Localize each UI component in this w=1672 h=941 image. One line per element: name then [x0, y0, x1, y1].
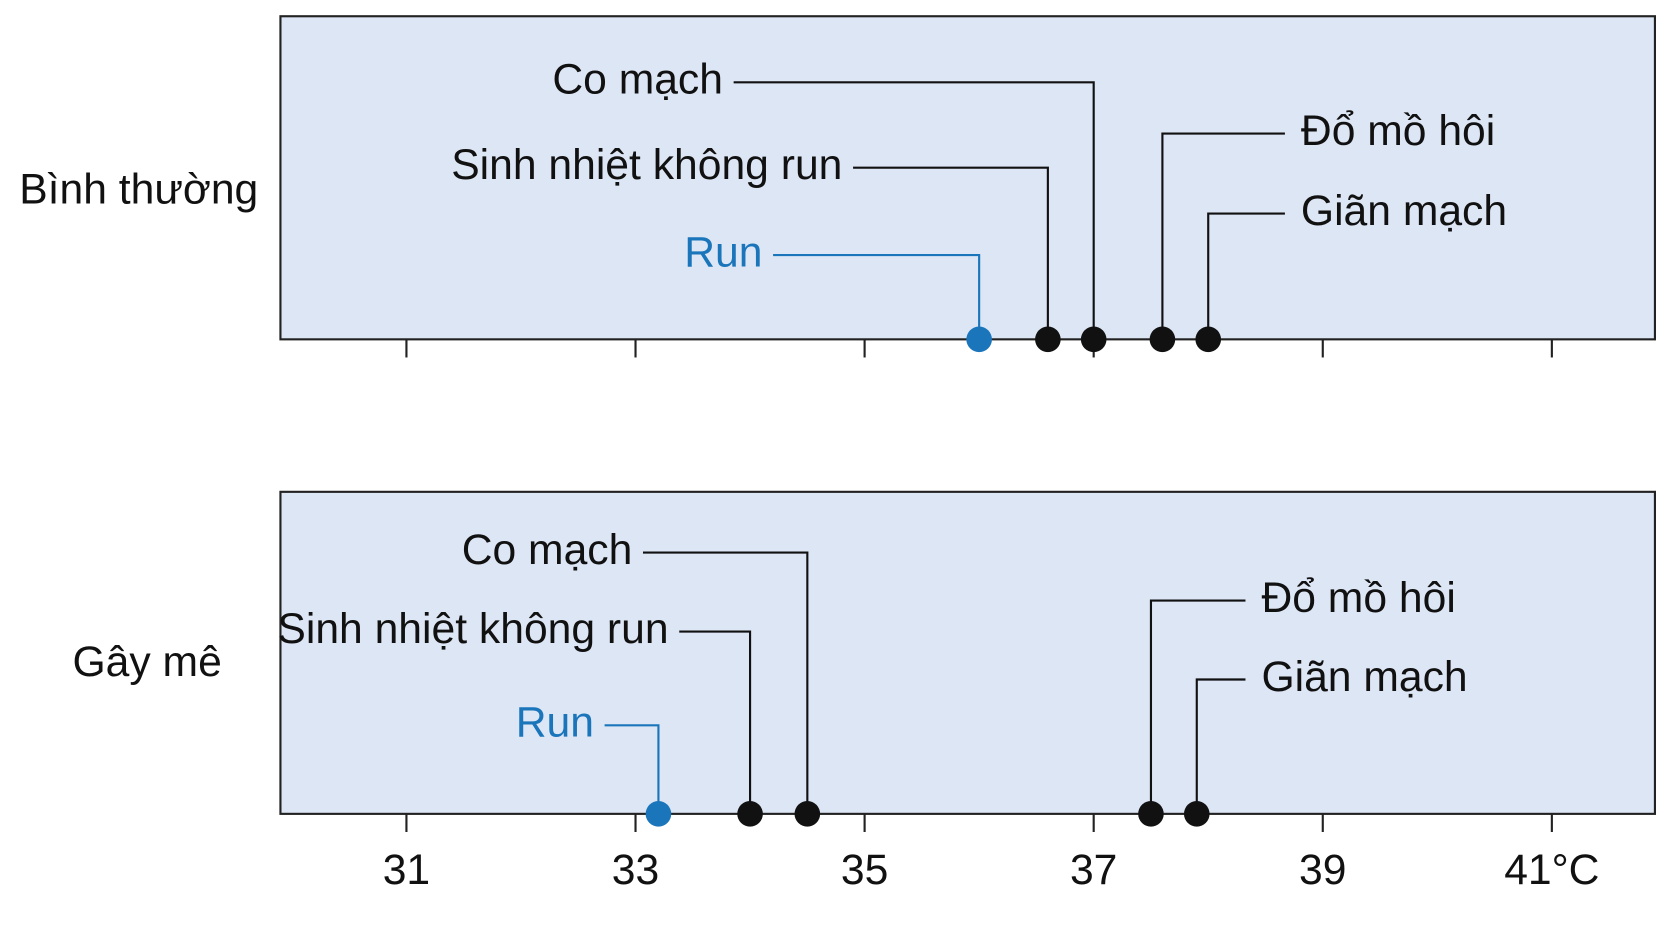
leader-line — [1195, 678, 1246, 814]
leader-line — [1207, 212, 1285, 340]
point-label: Run — [516, 699, 594, 747]
x-tick-label: 31 — [383, 846, 430, 894]
row-label: Bình thường — [19, 165, 258, 213]
point-label: Co mạch — [462, 526, 633, 574]
dot — [1138, 801, 1164, 827]
leader-line — [853, 166, 1049, 340]
leader-line — [642, 551, 809, 814]
point-label: Giãn mạch — [1301, 187, 1507, 235]
point-label: Run — [684, 228, 762, 276]
panel — [279, 15, 1657, 341]
point-label: Co mạch — [552, 56, 723, 104]
panel — [279, 490, 1657, 815]
dot — [966, 326, 992, 353]
leader-line — [733, 81, 1095, 340]
x-tick-label: 41°C — [1504, 846, 1599, 894]
dot — [1149, 326, 1176, 353]
dot — [737, 801, 763, 827]
point-label: Đổ mồ hôi — [1301, 107, 1495, 155]
dot — [1183, 801, 1210, 827]
x-tick-label: 35 — [841, 846, 888, 894]
point-label: Sinh nhiệt không run — [277, 605, 668, 653]
x-tick-label: 39 — [1299, 846, 1346, 894]
x-tick-label: 33 — [612, 846, 659, 894]
point-label: Đổ mồ hôi — [1261, 574, 1455, 622]
row-label: Gây mê — [73, 638, 222, 686]
dot — [1195, 326, 1222, 353]
leader-line — [604, 724, 660, 814]
point-label: Sinh nhiệt không run — [451, 141, 842, 189]
leader-line — [1149, 599, 1246, 814]
dot — [645, 801, 672, 827]
x-tick-label: 37 — [1070, 846, 1117, 894]
dot — [794, 801, 821, 827]
leader-line — [1161, 132, 1285, 340]
dot — [1035, 326, 1061, 353]
leader-line — [679, 630, 752, 814]
dot — [1080, 326, 1107, 353]
leader-line — [773, 254, 981, 340]
point-label: Giãn mạch — [1261, 653, 1467, 701]
